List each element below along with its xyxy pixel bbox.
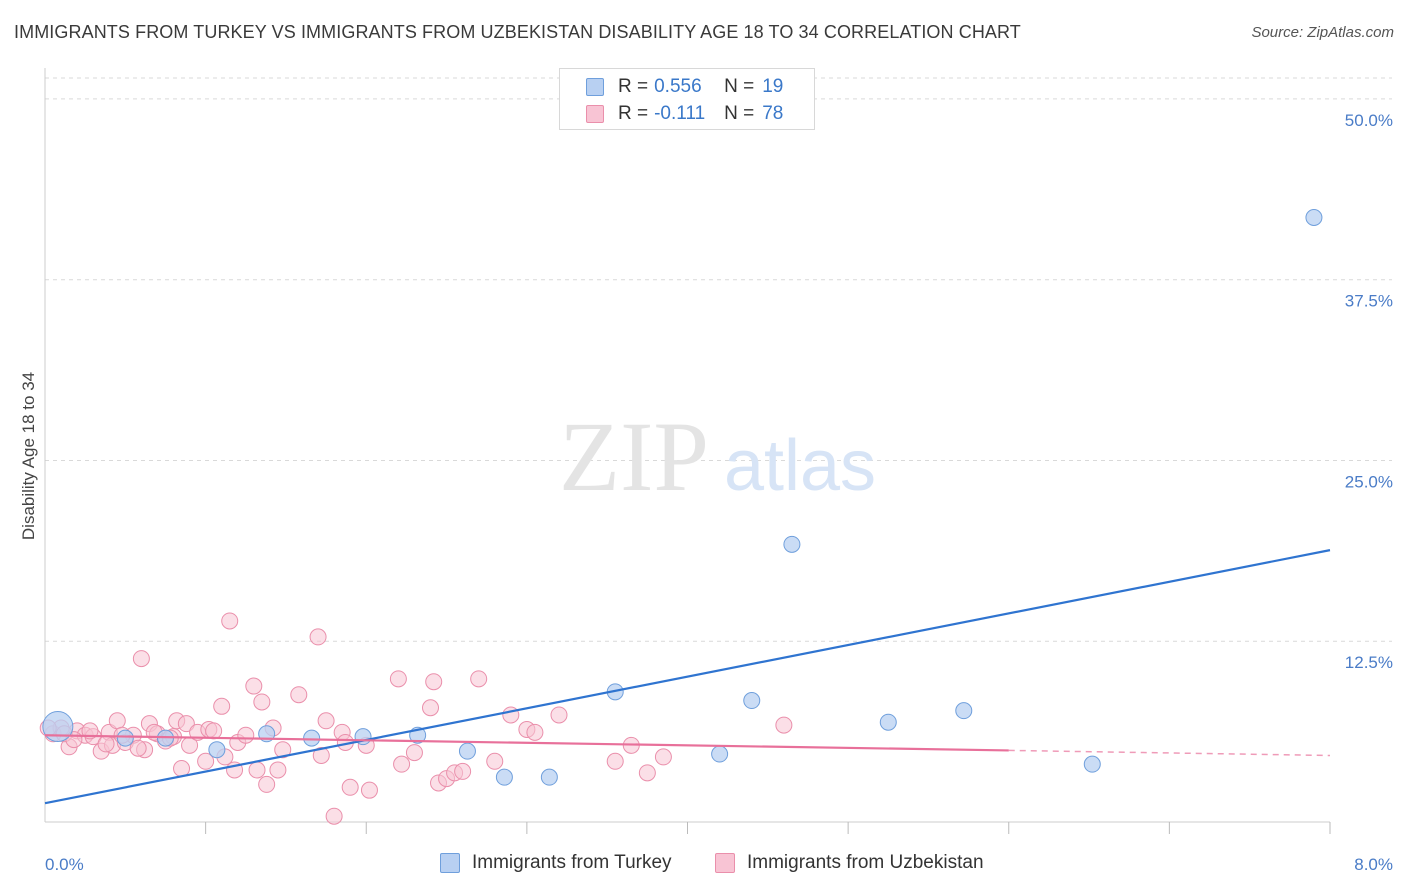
- uzbekistan-point: [258, 775, 276, 793]
- y-tick-label: 37.5%: [1345, 292, 1393, 311]
- uzbekistan-point: [422, 699, 439, 717]
- uzbekistan-point: [654, 748, 672, 766]
- source-label: Source: ZipAtlas.com: [1251, 24, 1394, 41]
- uzbekistan-point: [237, 726, 255, 744]
- y-axis-label: Disability Age 18 to 34: [19, 372, 38, 540]
- turkey-point: [540, 768, 558, 786]
- uzbekistan-point: [550, 706, 568, 724]
- chart-title: IMMIGRANTS FROM TURKEY VS IMMIGRANTS FRO…: [14, 22, 1021, 42]
- uzbekistan-point: [526, 723, 544, 741]
- y-tick-label: 25.0%: [1345, 472, 1393, 491]
- uzbekistan-trend-line-extension: [1008, 749, 1331, 757]
- uzbekistan-point: [245, 677, 263, 695]
- turkey-point: [1305, 209, 1323, 227]
- uzbekistan-point: [638, 764, 656, 782]
- turkey-point: [303, 729, 321, 747]
- series-legend: Immigrants from Turkey Immigrants from U…: [0, 852, 1406, 878]
- uzbekistan-point: [129, 739, 147, 757]
- uzbekistan-point: [309, 628, 327, 646]
- uzbekistan-point: [360, 781, 378, 799]
- uzbekistan-point: [177, 715, 195, 733]
- uzbekistan-point: [486, 752, 504, 770]
- x-tick-label: 0.0%: [45, 855, 84, 874]
- uzbekistan-point: [317, 712, 335, 730]
- trend-lines: [44, 549, 1331, 805]
- grid-lines: [45, 77, 1392, 642]
- y-tick-labels: 12.5% 25.0% 37.5% 50.0%: [1345, 111, 1393, 672]
- x-tick-label: 8.0%: [1354, 855, 1393, 874]
- uzbekistan-point: [248, 761, 266, 779]
- x-tick-labels: 0.0% 8.0%: [45, 855, 1393, 874]
- turkey-swatch: [440, 853, 460, 873]
- legend-label: Immigrants from Uzbekistan: [747, 852, 984, 873]
- uzbekistan-point: [97, 735, 115, 753]
- uzbekistan-point: [205, 722, 223, 740]
- uzbekistan-point: [132, 650, 150, 668]
- turkey-point: [208, 741, 226, 759]
- axes: [44, 68, 1331, 834]
- correlation-legend: R = 0.556 N = 19 R = -0.111 N = 78: [559, 68, 815, 130]
- uzbekistan-point: [108, 712, 126, 730]
- y-tick-label: 50.0%: [1345, 111, 1393, 130]
- uzbekistan-point: [290, 686, 308, 704]
- series-uzbekistan-points: [39, 612, 793, 825]
- n-label: N =: [724, 103, 755, 124]
- legend-label: Immigrants from Turkey: [472, 852, 672, 873]
- r-label: R =: [618, 76, 649, 97]
- r-value: 0.556: [654, 76, 702, 97]
- r-value: -0.111: [654, 103, 706, 124]
- watermark-atlas: atlas: [724, 426, 876, 506]
- turkey-point: [783, 535, 801, 553]
- turkey-point: [116, 729, 134, 747]
- uzbekistan-swatch: [715, 853, 735, 873]
- turkey-point: [458, 742, 476, 760]
- turkey-swatch: [586, 78, 604, 96]
- y-tick-label: 12.5%: [1345, 653, 1393, 672]
- watermark: ZIP atlas: [559, 401, 876, 512]
- uzbekistan-point: [393, 755, 411, 773]
- r-label: R =: [618, 103, 649, 124]
- turkey-point: [1083, 755, 1101, 773]
- uzbekistan-point: [341, 778, 359, 796]
- series-turkey-points: [42, 209, 1323, 786]
- watermark-zip: ZIP: [559, 401, 709, 512]
- uzbekistan-point: [454, 762, 472, 780]
- legend-row-turkey: R = 0.556 N = 19: [586, 75, 783, 99]
- legend-item-uzbekistan[interactable]: Immigrants from Uzbekistan: [715, 852, 984, 874]
- uzbekistan-point: [470, 670, 488, 688]
- legend-item-turkey[interactable]: Immigrants from Turkey: [440, 852, 672, 874]
- uzbekistan-point: [325, 807, 343, 825]
- n-value: 78: [762, 103, 784, 124]
- turkey-point: [711, 745, 729, 763]
- turkey-point: [955, 702, 973, 720]
- turkey-point: [495, 768, 513, 786]
- uzbekistan-point: [253, 693, 271, 711]
- uzbekistan-trend-line: [44, 734, 1009, 752]
- uzbekistan-point: [405, 744, 423, 762]
- uzbekistan-point: [775, 716, 793, 734]
- uzbekistan-point: [274, 741, 292, 759]
- turkey-point: [879, 713, 897, 731]
- turkey-point: [42, 711, 74, 743]
- uzbekistan-point: [425, 673, 443, 691]
- uzbekistan-point: [606, 752, 624, 770]
- uzbekistan-swatch: [586, 105, 604, 123]
- n-value: 19: [762, 76, 784, 97]
- uzbekistan-point: [312, 746, 330, 764]
- legend-row-uzbekistan: R = -0.111 N = 78: [586, 102, 783, 126]
- n-label: N =: [724, 76, 755, 97]
- uzbekistan-point: [213, 697, 231, 715]
- uzbekistan-point: [197, 752, 215, 770]
- uzbekistan-point: [221, 612, 239, 630]
- turkey-point: [743, 692, 761, 710]
- uzbekistan-point: [389, 670, 407, 688]
- uzbekistan-point: [269, 761, 287, 779]
- turkey-trend-line: [44, 549, 1331, 805]
